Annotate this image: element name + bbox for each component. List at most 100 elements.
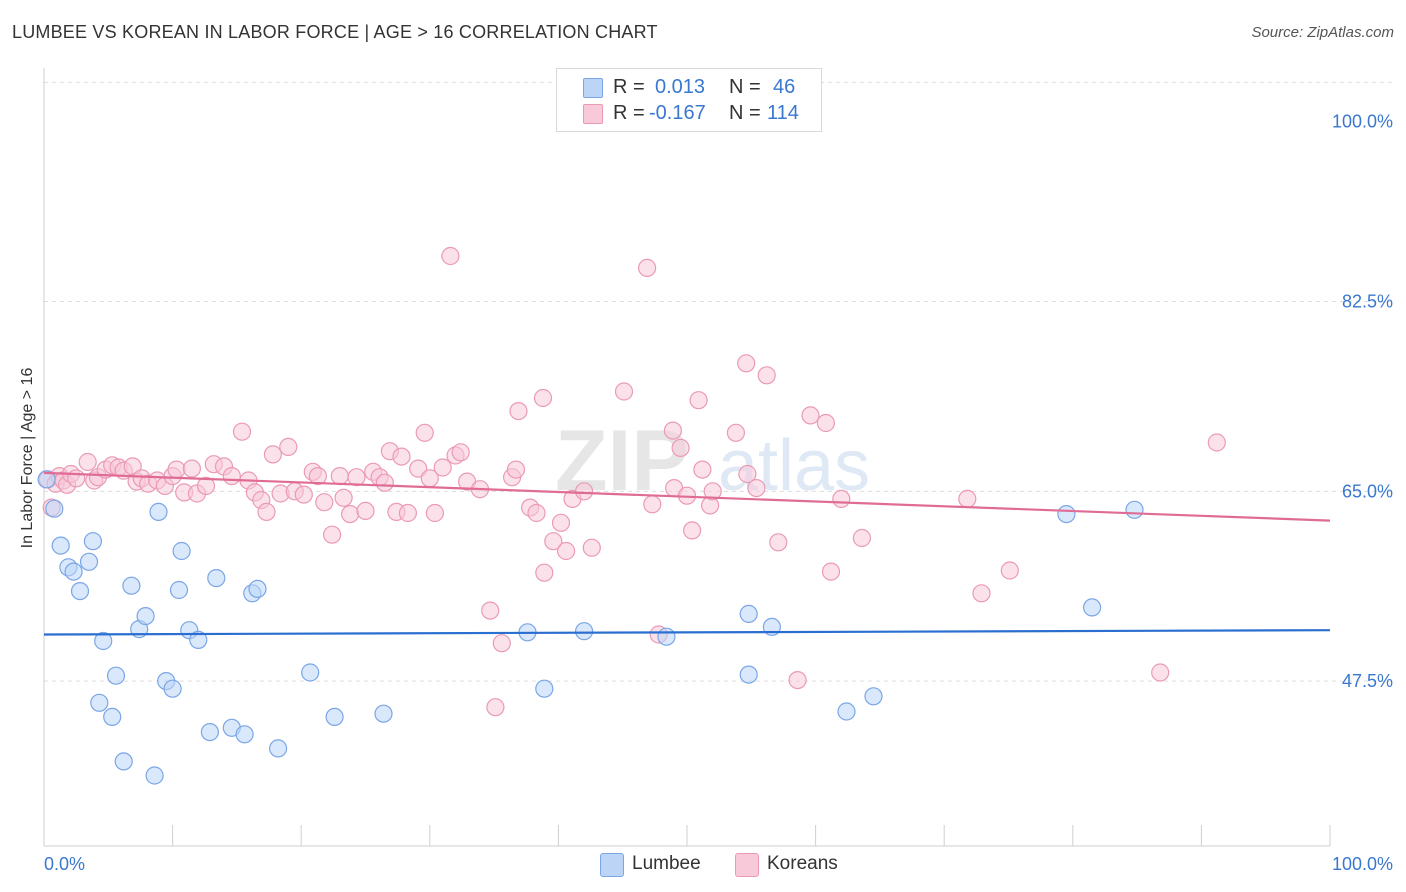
lumbee-point [114,752,133,771]
koreans-point [232,422,252,441]
koreans-point [486,698,505,717]
lumbee-point [45,499,64,518]
koreans-point [433,458,452,477]
y-tick-label: 82.5% [1342,292,1393,312]
koreans-point [334,488,353,507]
y-axis-title: In Labor Force | Age > 16 [19,367,36,549]
lumbee-point [207,568,226,588]
y-tick-labels: 100.0% 82.5% 65.0% 47.5% [1332,112,1393,691]
koreans-point [375,473,394,492]
lumbee-point [837,702,856,721]
koreans-point [533,388,553,408]
chart-title: LUMBEE VS KOREAN IN LABOR FORCE | AGE > … [12,22,658,42]
lumbee-swatch [583,78,603,98]
correlation-legend: R = 0.013 N = 46 R = -0.167 N = 114 [556,68,822,132]
koreans-point [222,467,241,486]
koreans-point [323,525,342,544]
koreans-point [315,493,334,512]
lumbee-point [739,604,758,624]
lumbee-point [94,631,113,651]
lumbee-point [739,665,758,684]
koreans-point [637,258,657,277]
lumbee-point [1057,504,1076,524]
legend-r-value-lumbee: 0.013 [655,76,706,98]
koreans-point [441,246,460,266]
koreans-point [769,533,788,552]
legend-n-value-koreans: 114 [767,102,799,124]
koreans-point [409,459,428,478]
lumbee-point [1082,598,1102,617]
koreans-point [398,503,417,523]
legend-n-label: N = [729,76,761,98]
lumbee-point [200,722,219,742]
koreans-point [757,366,776,385]
lumbee-point [172,541,191,561]
koreans-point [1151,663,1170,682]
lumbee-series [37,470,1144,785]
koreans-point [167,460,186,479]
lumbee-point [535,679,554,698]
lumbee-point [51,536,70,555]
koreans-point [582,538,601,557]
koreans-point [196,476,216,495]
lumbee-point [122,576,141,595]
koreans-point [182,459,201,478]
lumbee-point [374,704,393,723]
koreans-point [738,464,757,484]
lumbee-point [64,562,83,581]
koreans-point [294,485,313,504]
koreans-point [392,447,411,466]
koreans-point [67,469,86,488]
koreans-legend-swatch [735,853,759,877]
legend-r-label: R = [613,76,645,98]
koreans-point [506,460,526,479]
koreans-point [556,541,576,561]
koreans-point [726,423,746,442]
koreans-point [972,584,991,603]
lumbee-point [169,580,189,600]
lumbee-point [37,470,56,489]
y-tick-label: 65.0% [1342,481,1393,501]
koreans-point [1207,433,1226,452]
koreans-point [263,445,282,464]
koreans-point [551,513,571,532]
y-tick-label: 47.5% [1342,671,1393,691]
koreans-point [832,489,851,508]
koreans-point [693,460,712,479]
koreans-point [682,521,702,540]
koreans-point [347,468,366,487]
lumbee-point [149,502,168,521]
koreans-point [451,443,470,462]
lumbee-point [83,532,103,551]
koreans-point [527,503,546,523]
lumbee-point [163,679,182,698]
lumbee-point [248,579,267,599]
koreans-point [257,502,276,521]
lumbee-point [90,693,109,712]
y-tick-label: 100.0% [1332,112,1393,132]
koreans-point [614,382,634,401]
lumbee-point [103,707,122,727]
koreans-point [279,437,298,456]
koreans-point [958,489,977,508]
lumbee-trend-line [43,629,1331,636]
koreans-point [671,438,690,457]
koreans-trend-line [43,471,1331,522]
koreans-point [425,503,444,523]
source-credit: Source: ZipAtlas.com [1251,24,1394,41]
koreans-point [663,421,683,440]
koreans-point [544,532,563,551]
koreans-point [356,501,375,520]
koreans-point [821,562,841,581]
lumbee-point [106,666,126,685]
koreans-point [481,601,500,620]
koreans-point [737,354,756,373]
koreans-point [78,452,97,472]
koreans-point [509,402,528,421]
koreans-point [689,391,708,410]
lumbee-point [325,707,344,727]
lumbee-point [657,627,676,646]
koreans-point [801,406,820,425]
legend-r-value-koreans: -0.167 [649,102,706,124]
